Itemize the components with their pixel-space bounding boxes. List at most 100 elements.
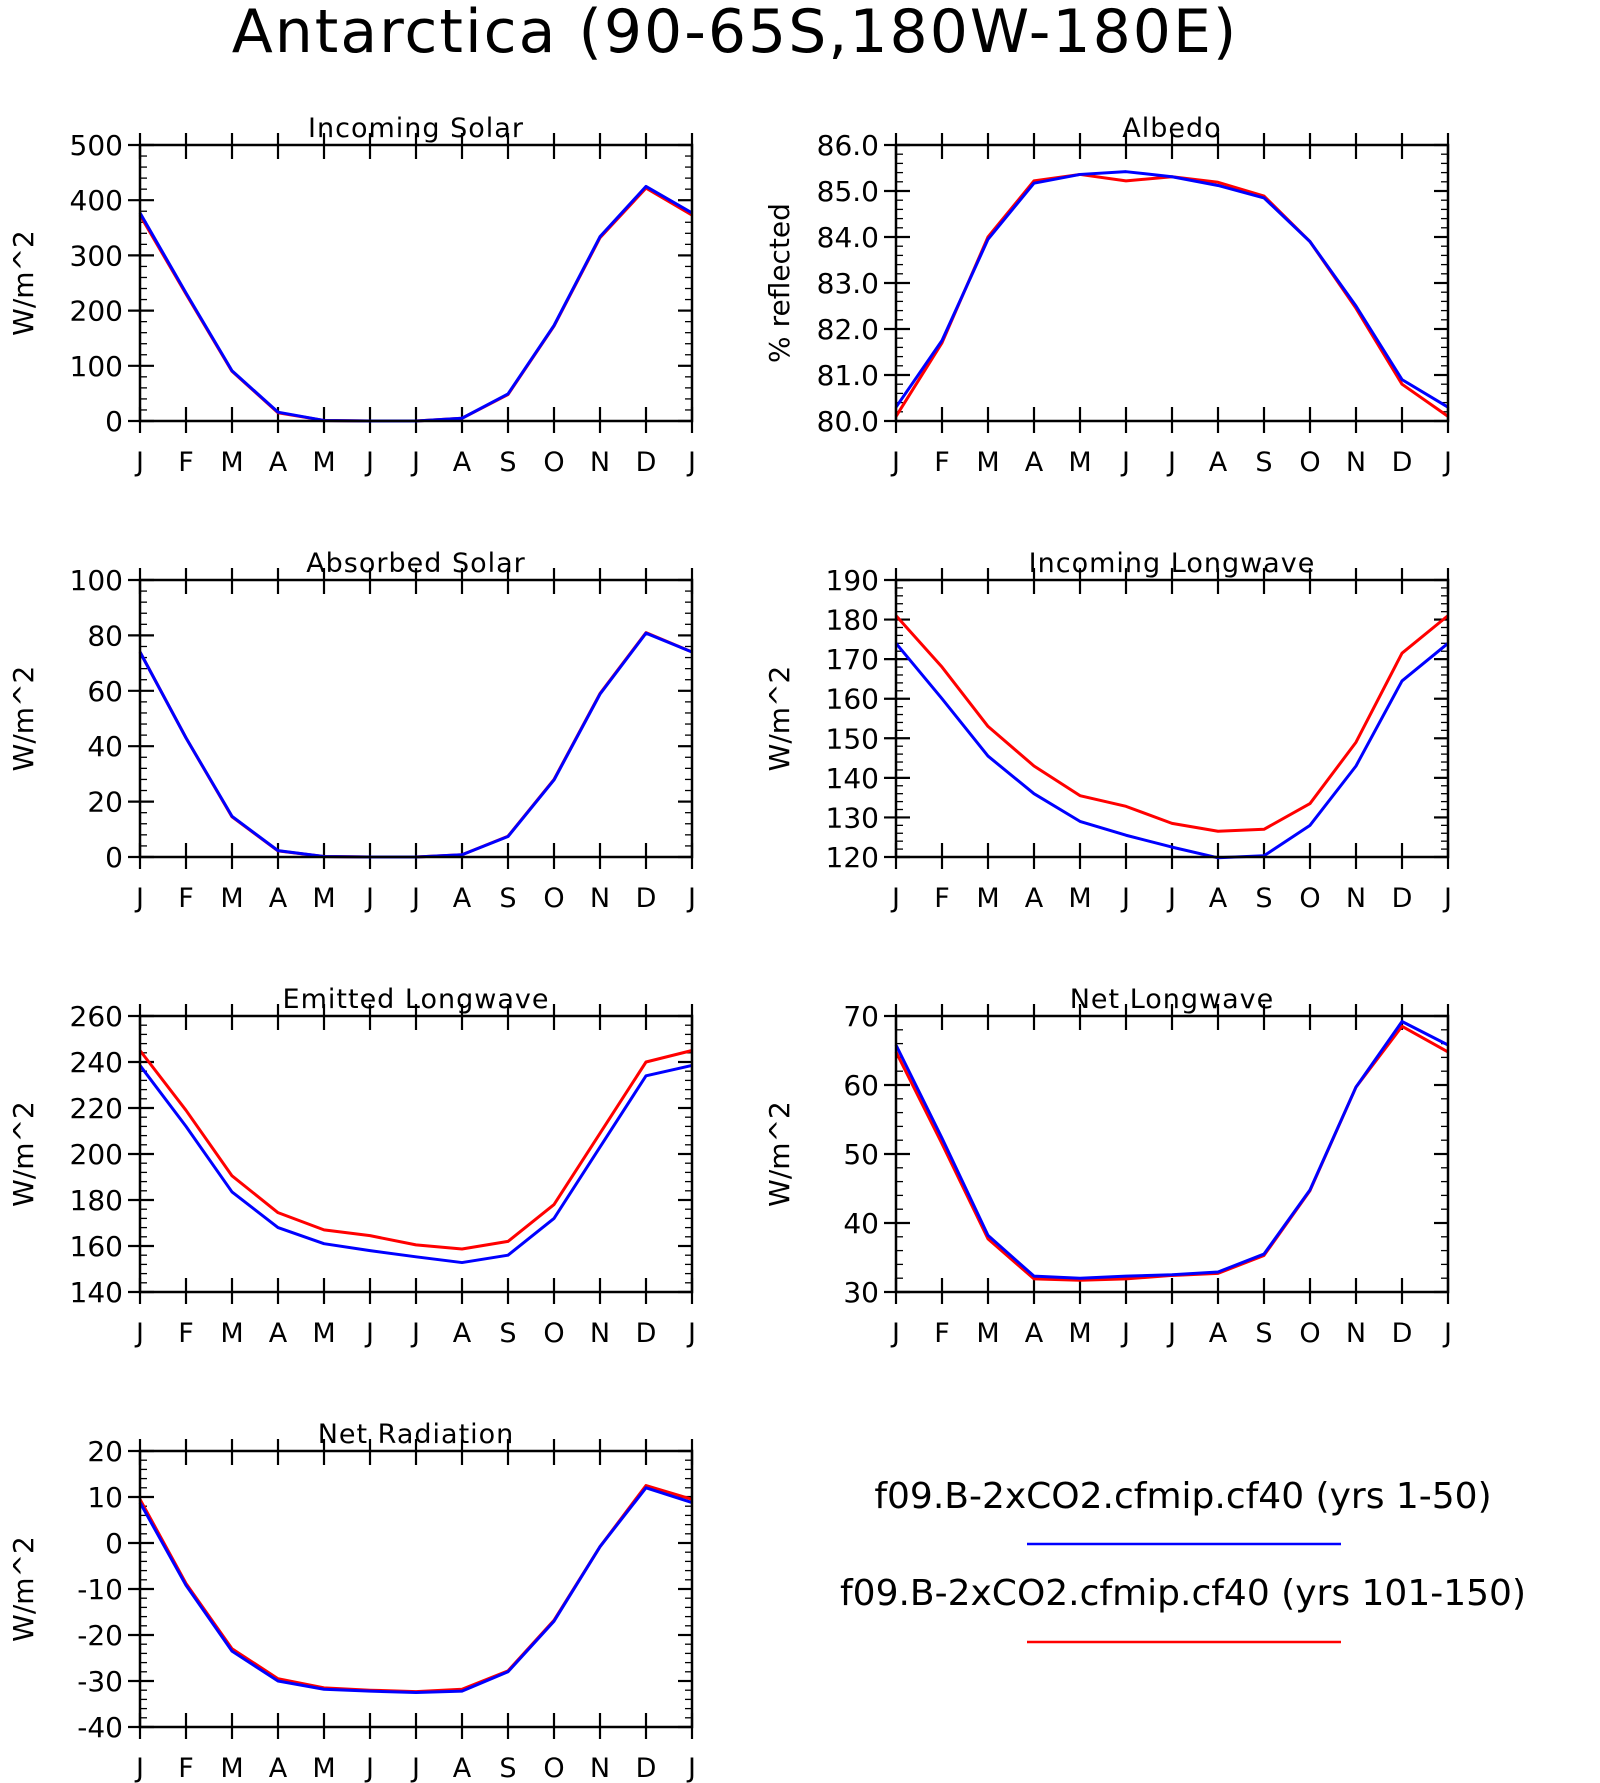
x-tick-label: N: [590, 1318, 610, 1349]
series-line-red: [138, 186, 693, 423]
plot-frame: [138, 143, 694, 423]
x-tick-label: J: [1166, 1318, 1176, 1349]
x-tick-label: A: [453, 1318, 472, 1349]
x-tick-label: J: [686, 1318, 696, 1349]
x-tick-label: J: [410, 1753, 420, 1783]
x-tick-label: A: [1209, 883, 1228, 914]
y-tick-label: -40: [77, 1711, 123, 1744]
x-tick-label: J: [890, 1318, 900, 1349]
y-tick-label: 60: [87, 675, 123, 708]
series-line-blue: [138, 1063, 693, 1265]
x-tick-label: J: [364, 447, 374, 478]
x-tick-label: M: [312, 883, 335, 914]
y-tick-label: 85.0: [817, 175, 879, 208]
x-tick-label: J: [364, 1753, 374, 1783]
y-tick-label: 0: [105, 1527, 123, 1560]
x-tick-label: F: [178, 883, 194, 914]
x-tick-label: N: [1346, 883, 1366, 914]
y-tick-label: 240: [70, 1046, 123, 1079]
y-tick-label: 70: [843, 1000, 879, 1033]
x-tick-label: S: [1255, 1318, 1272, 1349]
x-tick-label: N: [1346, 1318, 1366, 1349]
x-tick-label: A: [453, 883, 472, 914]
plot-frame: [138, 1014, 694, 1294]
x-tick-label: F: [178, 447, 194, 478]
x-tick-label: D: [1392, 883, 1413, 914]
x-tick-label: D: [636, 1318, 657, 1349]
series-line-red: [138, 1049, 693, 1251]
y-tick-label: 60: [843, 1069, 879, 1102]
y-tick-label: 160: [826, 683, 879, 716]
x-tick-label: J: [686, 883, 696, 914]
series-line-blue: [894, 170, 1449, 409]
x-tick-label: J: [890, 447, 900, 478]
y-axis-label: W/m^2: [763, 666, 796, 772]
y-tick-label: 20: [87, 786, 123, 819]
y-tick-label: 300: [70, 239, 123, 272]
series-line-blue: [894, 642, 1449, 860]
x-tick-label: J: [410, 447, 420, 478]
y-tick-label: 130: [826, 801, 879, 834]
x-tick-label: D: [1392, 1318, 1413, 1349]
y-axis-label: W/m^2: [763, 1101, 796, 1207]
x-tick-label: J: [134, 447, 144, 478]
x-tick-label: J: [1120, 883, 1130, 914]
series-line-red: [138, 1484, 693, 1694]
x-tick-label: D: [636, 883, 657, 914]
x-tick-label: J: [134, 883, 144, 914]
y-tick-label: 160: [70, 1230, 123, 1263]
x-tick-label: N: [590, 883, 610, 914]
y-tick-label: 83.0: [817, 267, 879, 300]
x-tick-label: O: [543, 1753, 564, 1783]
y-tick-label: -30: [77, 1665, 123, 1698]
x-tick-label: M: [220, 1753, 243, 1783]
x-tick-label: O: [543, 883, 564, 914]
series-line-red: [138, 631, 693, 859]
y-tick-label: 150: [826, 722, 879, 755]
x-tick-label: J: [1166, 447, 1176, 478]
x-tick-label: F: [934, 447, 950, 478]
x-tick-label: S: [499, 883, 516, 914]
x-tick-label: N: [590, 447, 610, 478]
y-tick-label: 400: [70, 184, 123, 217]
x-tick-label: M: [312, 1318, 335, 1349]
legend: f09.B-2xCO2.cfmip.cf40 (yrs 1-50) f09.B-…: [840, 1476, 1526, 1644]
x-tick-label: D: [1392, 447, 1413, 478]
x-tick-label: A: [269, 883, 288, 914]
plot-frame: [894, 1014, 1450, 1294]
x-tick-label: J: [1442, 883, 1452, 914]
y-tick-label: -20: [77, 1619, 123, 1652]
x-tick-label: O: [543, 447, 564, 478]
x-tick-label: J: [410, 883, 420, 914]
x-tick-label: M: [220, 1318, 243, 1349]
x-tick-label: A: [1025, 883, 1044, 914]
series-line-blue: [138, 631, 693, 859]
x-tick-label: D: [636, 1753, 657, 1783]
x-tick-label: F: [178, 1753, 194, 1783]
y-axis-label: W/m^2: [7, 666, 40, 772]
x-tick-label: A: [1025, 1318, 1044, 1349]
plot-frame: [894, 578, 1450, 859]
y-tick-label: 180: [826, 604, 879, 637]
x-tick-label: J: [1120, 1318, 1130, 1349]
legend-label-2: f09.B-2xCO2.cfmip.cf40 (yrs 101-150): [840, 1573, 1526, 1614]
series-line-blue: [894, 1020, 1449, 1280]
x-tick-label: J: [1442, 1318, 1452, 1349]
x-tick-label: A: [269, 447, 288, 478]
x-tick-label: J: [1442, 447, 1452, 478]
x-tick-label: O: [1299, 447, 1320, 478]
y-tick-label: 50: [843, 1138, 879, 1171]
page-title: Antarctica (90-65S,180W-180E): [232, 0, 1239, 67]
x-tick-label: N: [1346, 447, 1366, 478]
y-axis-label: W/m^2: [7, 1101, 40, 1207]
x-tick-label: J: [364, 883, 374, 914]
x-tick-label: J: [364, 1318, 374, 1349]
y-tick-label: 10: [87, 1481, 123, 1514]
x-tick-label: A: [453, 1753, 472, 1783]
y-tick-label: 220: [70, 1092, 123, 1125]
x-tick-label: S: [499, 1753, 516, 1783]
